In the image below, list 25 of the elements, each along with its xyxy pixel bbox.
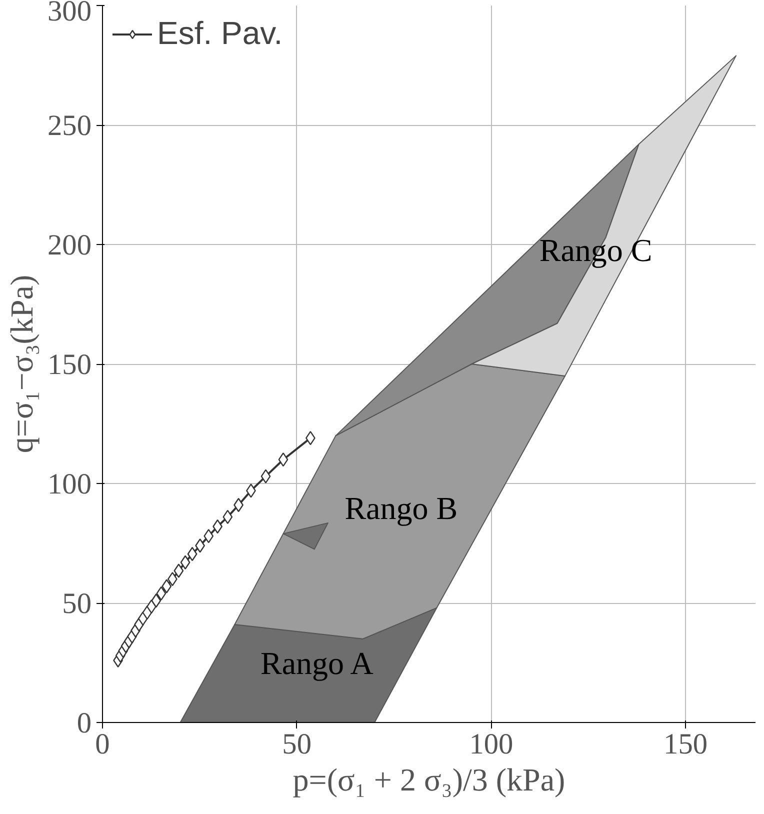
- point: [151, 594, 162, 608]
- point: [162, 579, 172, 594]
- point: [187, 546, 198, 562]
- x-tick-label: 50: [282, 728, 312, 760]
- legend-label: Esf. Pav.: [157, 15, 283, 52]
- point: [156, 586, 166, 601]
- x-tick-label: 150: [664, 728, 708, 760]
- y-tick-label: 50: [62, 588, 92, 620]
- y-tick-label: 150: [48, 349, 92, 381]
- y-tick-label: 0: [76, 708, 92, 740]
- series-label: Rango B: [344, 490, 458, 526]
- point: [222, 510, 233, 524]
- point: [174, 564, 184, 578]
- point: [180, 555, 190, 570]
- y-tick-label: 250: [48, 110, 92, 142]
- x-axis-title: p=(σ₁ + 2 σ₃)/3 (kPa): [292, 762, 566, 798]
- point: [278, 452, 288, 467]
- y-tick-label: 200: [48, 230, 92, 262]
- y-axis-title: q=σ₁−σ₃(kPa): [4, 274, 40, 454]
- y-tick-label: 300: [48, 0, 92, 28]
- point: [204, 528, 214, 544]
- x-tick-label: 100: [469, 728, 514, 760]
- point: [260, 469, 271, 484]
- y-tick-label: 100: [48, 468, 92, 500]
- series-label: Rango A: [260, 645, 374, 682]
